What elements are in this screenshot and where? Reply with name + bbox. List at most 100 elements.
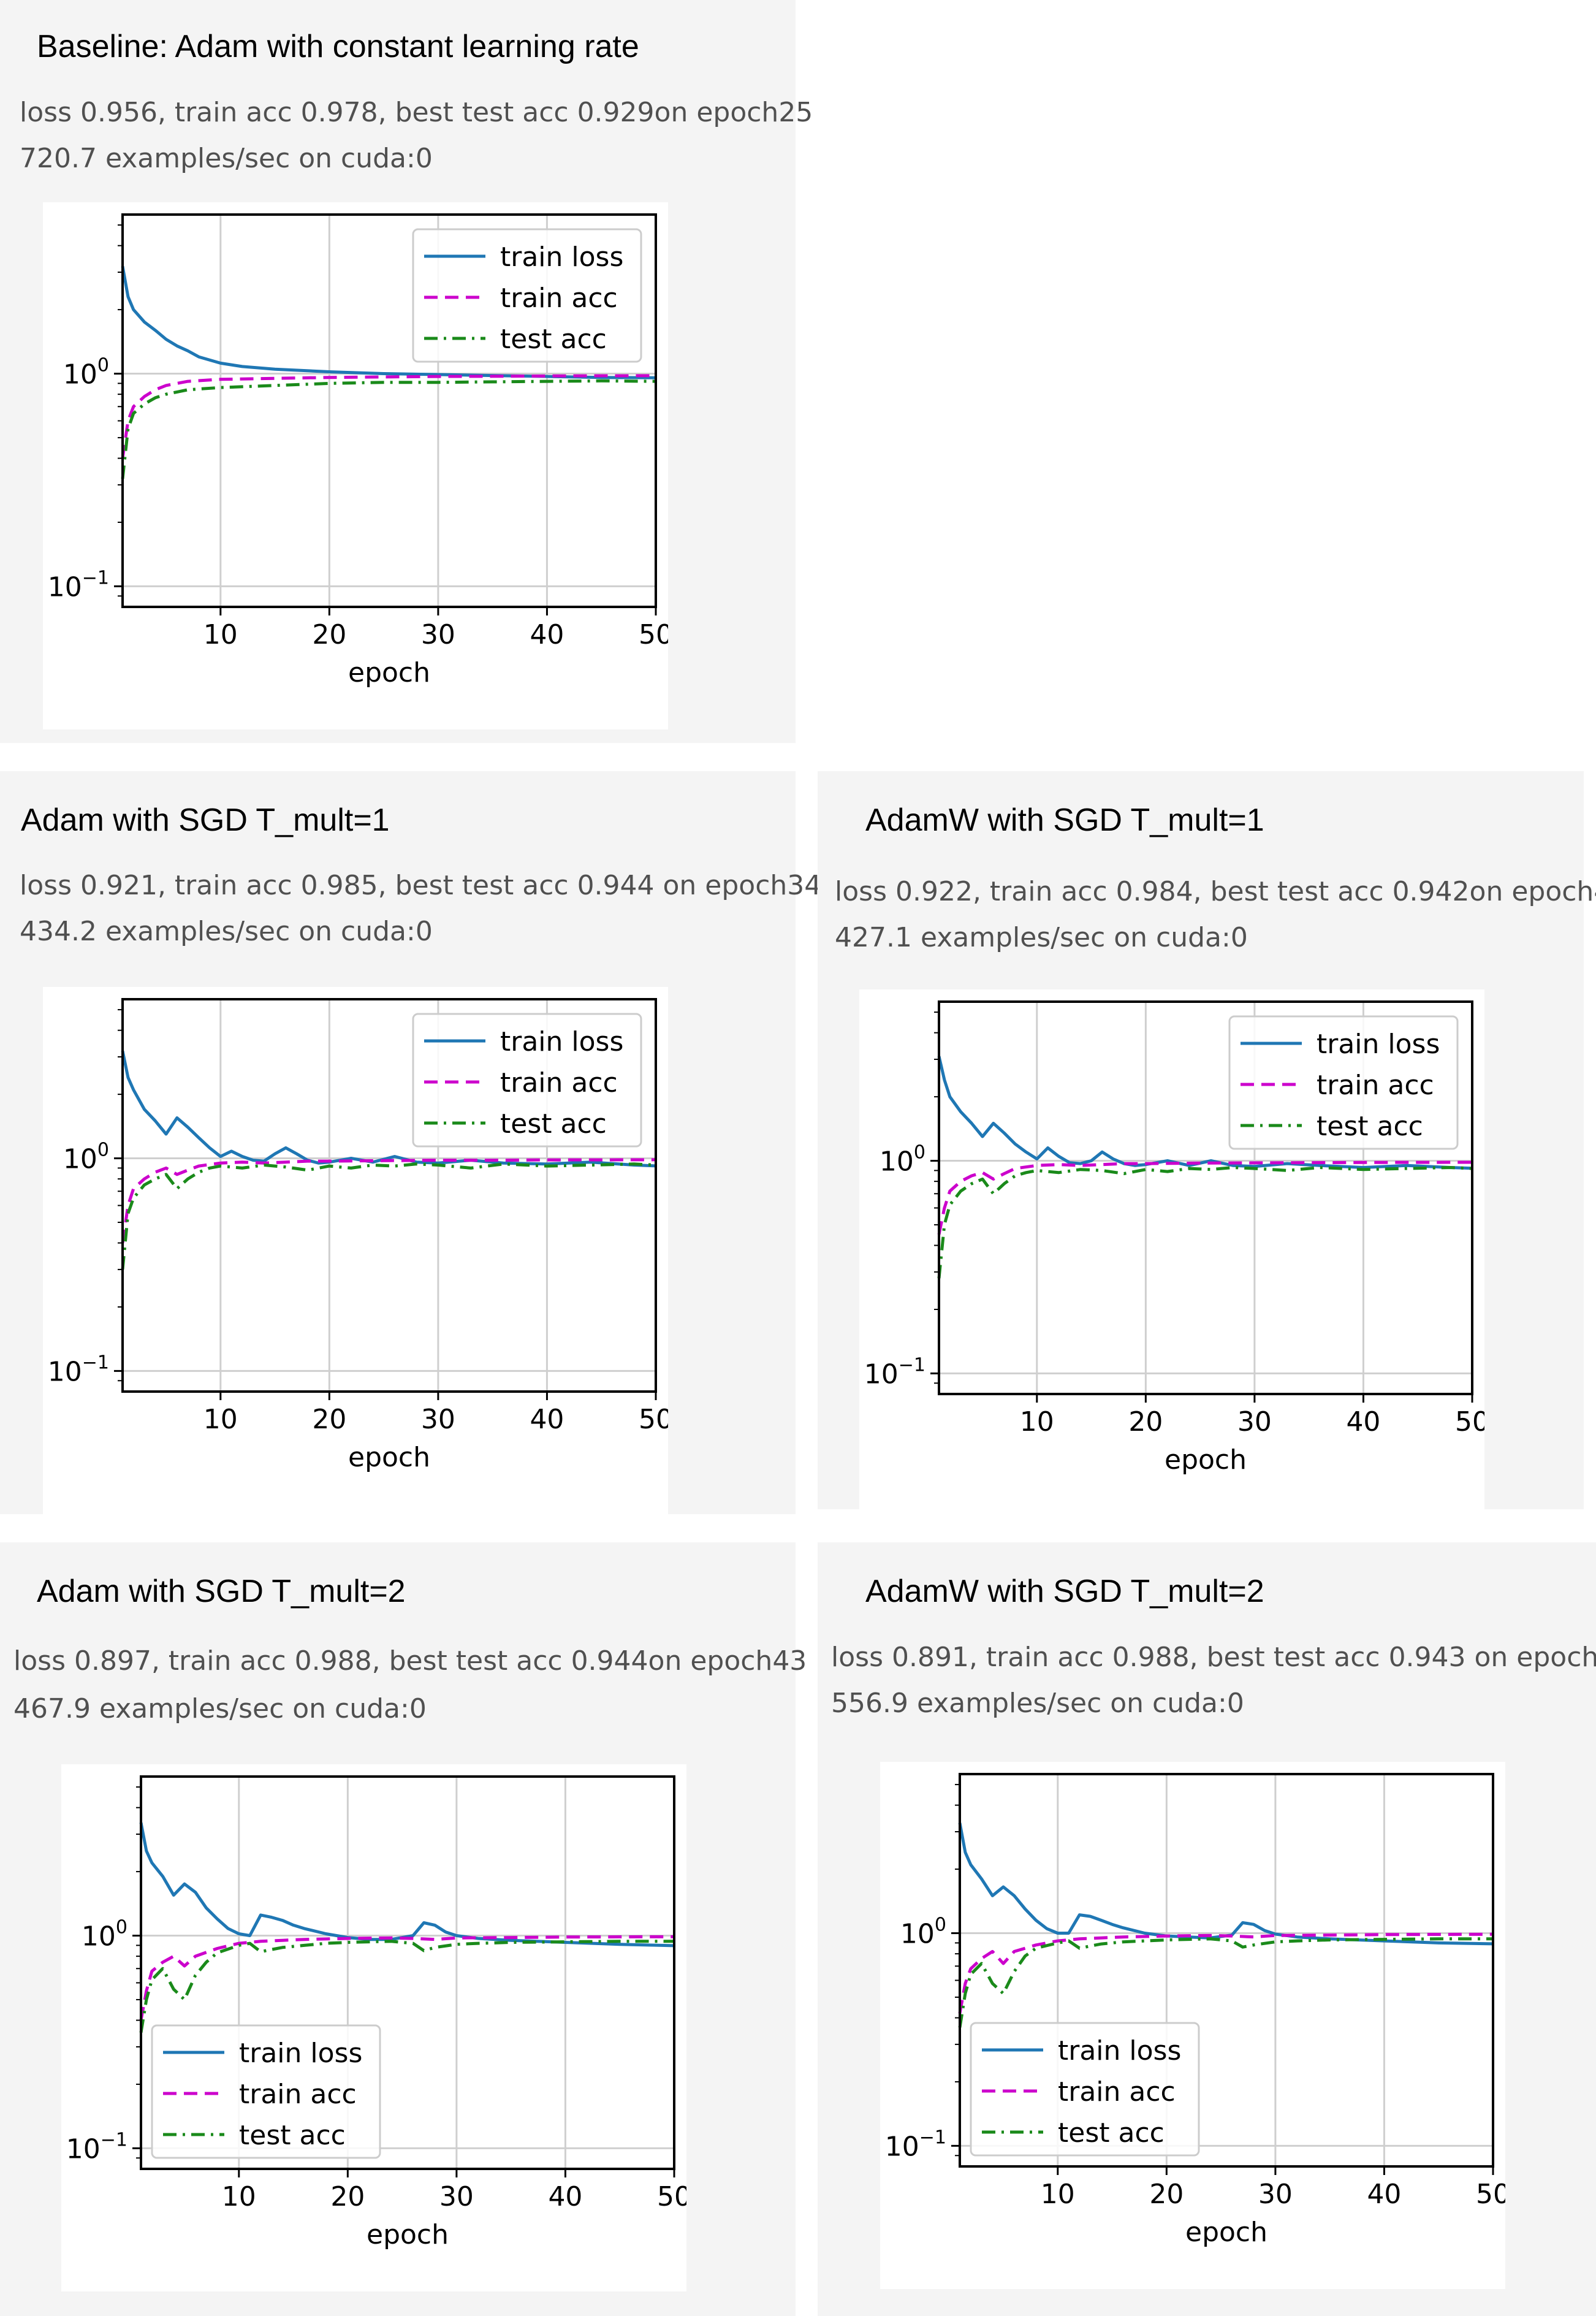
status-line-throughput: 434.2 examples/sec on cuda:0 [20, 916, 433, 947]
legend-label: test acc [500, 1108, 607, 1140]
series-line-train-acc [121, 374, 656, 459]
x-tick-label: 40 [530, 619, 564, 650]
chart-panel-adam-tmult1: Adam with SGD T_mult=1 loss 0.921, train… [0, 771, 821, 1514]
status-line-throughput: 427.1 examples/sec on cuda:0 [835, 922, 1248, 953]
x-tick-label: 30 [421, 1404, 455, 1435]
y-tick-label: 100 [63, 1140, 109, 1175]
legend-label: train acc [1317, 1070, 1434, 1101]
x-tick-label: 20 [312, 619, 346, 650]
chart-title: AdamW with SGD T_mult=2 [865, 1574, 1264, 1609]
x-tick-label: 50 [1476, 2179, 1505, 2210]
legend-box [412, 1013, 642, 1148]
chart-title: Adam with SGD T_mult=1 [21, 802, 390, 838]
x-tick-label: 10 [203, 1404, 238, 1435]
series-line-test-acc [121, 1162, 656, 1270]
legend-label: train loss [1058, 2035, 1181, 2066]
x-tick-label: 30 [439, 2181, 474, 2212]
series-line-train-acc [958, 1932, 1494, 2014]
chart-panel-adamw-tmult2: AdamW with SGD T_mult=2 loss 0.891, trai… [818, 1542, 1596, 2316]
x-tick-label: 10 [203, 619, 238, 650]
legend-label: train loss [239, 2038, 362, 2069]
line-chart-adam-tmult1: 10 20 30 40 50 100 10−1 epoch train loss train ac… [48, 998, 668, 1473]
x-tick-label: 10 [1020, 1406, 1054, 1438]
axes-frame [140, 1775, 675, 2170]
legend-label: test acc [1317, 1111, 1423, 1142]
series-line-train-acc [121, 1158, 656, 1243]
x-tick-label: 10 [1041, 2179, 1075, 2210]
x-tick-label: 30 [421, 619, 455, 650]
chart-panel-adam-tmult2: Adam with SGD T_mult=2 loss 0.897, train… [0, 1542, 807, 2316]
x-tick-label: 20 [312, 1404, 346, 1435]
y-tick-label: 10−1 [66, 2129, 127, 2165]
axes-frame [121, 213, 657, 608]
series-line-test-acc [937, 1166, 1473, 1279]
x-tick-label: 40 [530, 1404, 564, 1435]
x-tick-label: 20 [1128, 1406, 1163, 1438]
plot-area: 10 20 30 40 50 100 10−1 epoch train loss train ac… [43, 202, 668, 729]
x-axis-label: epoch [348, 657, 430, 688]
y-tick-label: 10−1 [48, 567, 109, 603]
series-line-train-loss [958, 1823, 1494, 1946]
status-line-metrics: loss 0.891, train acc 0.988, best test a… [831, 1642, 1596, 1673]
x-tick-label: 40 [1346, 1406, 1380, 1438]
chart-title: AdamW with SGD T_mult=1 [865, 802, 1264, 838]
x-tick-label: 10 [222, 2181, 256, 2212]
series-line-test-acc [139, 1940, 674, 2033]
legend-label: train acc [500, 283, 618, 314]
plot-area: 10 20 30 40 50 100 10−1 epoch train loss train ac… [859, 989, 1484, 1517]
x-axis-label: epoch [348, 1442, 430, 1473]
chart-title: Adam with SGD T_mult=2 [37, 1574, 406, 1609]
x-tick-label: 50 [1455, 1406, 1484, 1438]
chart-title: Baseline: Adam with constant learning ra… [37, 29, 639, 64]
status-line-metrics: loss 0.897, train acc 0.988, best test a… [13, 1645, 807, 1677]
legend-box [151, 2024, 381, 2159]
x-axis-label: epoch [367, 2219, 449, 2250]
line-chart-adamw-tmult1: 10 20 30 40 50 100 10−1 epoch train loss train ac… [864, 1000, 1484, 1476]
y-tick-label: 10−1 [48, 1352, 109, 1387]
x-tick-label: 50 [639, 619, 668, 650]
legend-label: train acc [1058, 2076, 1176, 2108]
line-chart-baseline: 10 20 30 40 50 100 10−1 epoch train loss train ac… [48, 213, 668, 688]
x-tick-label: 20 [330, 2181, 365, 2212]
x-tick-label: 40 [1367, 2179, 1401, 2210]
status-line-throughput: 467.9 examples/sec on cuda:0 [13, 1693, 427, 1724]
legend-label: train loss [1317, 1029, 1440, 1060]
plot-area: 10 20 30 40 50 100 10−1 epoch train loss train ac… [61, 1764, 686, 2291]
chart-panel-adamw-tmult1: AdamW with SGD T_mult=1 loss 0.922, trai… [818, 771, 1596, 1517]
series-line-train-loss [139, 1822, 675, 1948]
status-line-throughput: 556.9 examples/sec on cuda:0 [831, 1688, 1244, 1719]
x-tick-label: 50 [657, 2181, 686, 2212]
y-tick-label: 100 [880, 1142, 925, 1178]
x-tick-label: 30 [1237, 1406, 1272, 1438]
series-line-test-acc [121, 379, 656, 479]
legend-label: test acc [500, 324, 607, 355]
legend-label: train loss [500, 1026, 623, 1057]
legend-label: train acc [239, 2079, 357, 2110]
x-axis-label: epoch [1165, 1444, 1247, 1476]
x-tick-label: 40 [548, 2181, 582, 2212]
series-line-test-acc [958, 1937, 1493, 2028]
legend-box [970, 2022, 1200, 2157]
legend-label: train loss [500, 242, 623, 273]
legend-label: train acc [500, 1067, 618, 1099]
status-line-metrics: loss 0.956, train acc 0.978, best test a… [20, 97, 813, 128]
chart-panel-baseline: Baseline: Adam with constant learning ra… [0, 0, 813, 743]
axes-frame [938, 1000, 1473, 1395]
legend-box [1228, 1015, 1459, 1150]
status-line-throughput: 720.7 examples/sec on cuda:0 [20, 143, 433, 174]
line-chart-adamw-tmult2: 10 20 30 40 50 100 10−1 epoch train loss train ac… [885, 1773, 1505, 2248]
y-tick-label: 100 [900, 1914, 946, 1950]
series-line-train-acc [139, 1935, 675, 2021]
x-tick-label: 50 [639, 1404, 668, 1435]
status-line-metrics: loss 0.921, train acc 0.985, best test a… [20, 870, 822, 901]
legend-box [412, 228, 642, 363]
y-tick-label: 10−1 [885, 2127, 946, 2162]
x-tick-label: 20 [1149, 2179, 1184, 2210]
axes-frame [121, 998, 657, 1393]
y-tick-label: 100 [82, 1917, 127, 1952]
axes-frame [959, 1773, 1494, 2168]
plot-area: 10 20 30 40 50 100 10−1 epoch train loss train ac… [43, 987, 668, 1514]
plot-area: 10 20 30 40 50 100 10−1 epoch train loss train ac… [880, 1762, 1505, 2289]
series-line-train-acc [937, 1160, 1473, 1235]
status-line-metrics: loss 0.922, train acc 0.984, best test a… [835, 876, 1596, 907]
